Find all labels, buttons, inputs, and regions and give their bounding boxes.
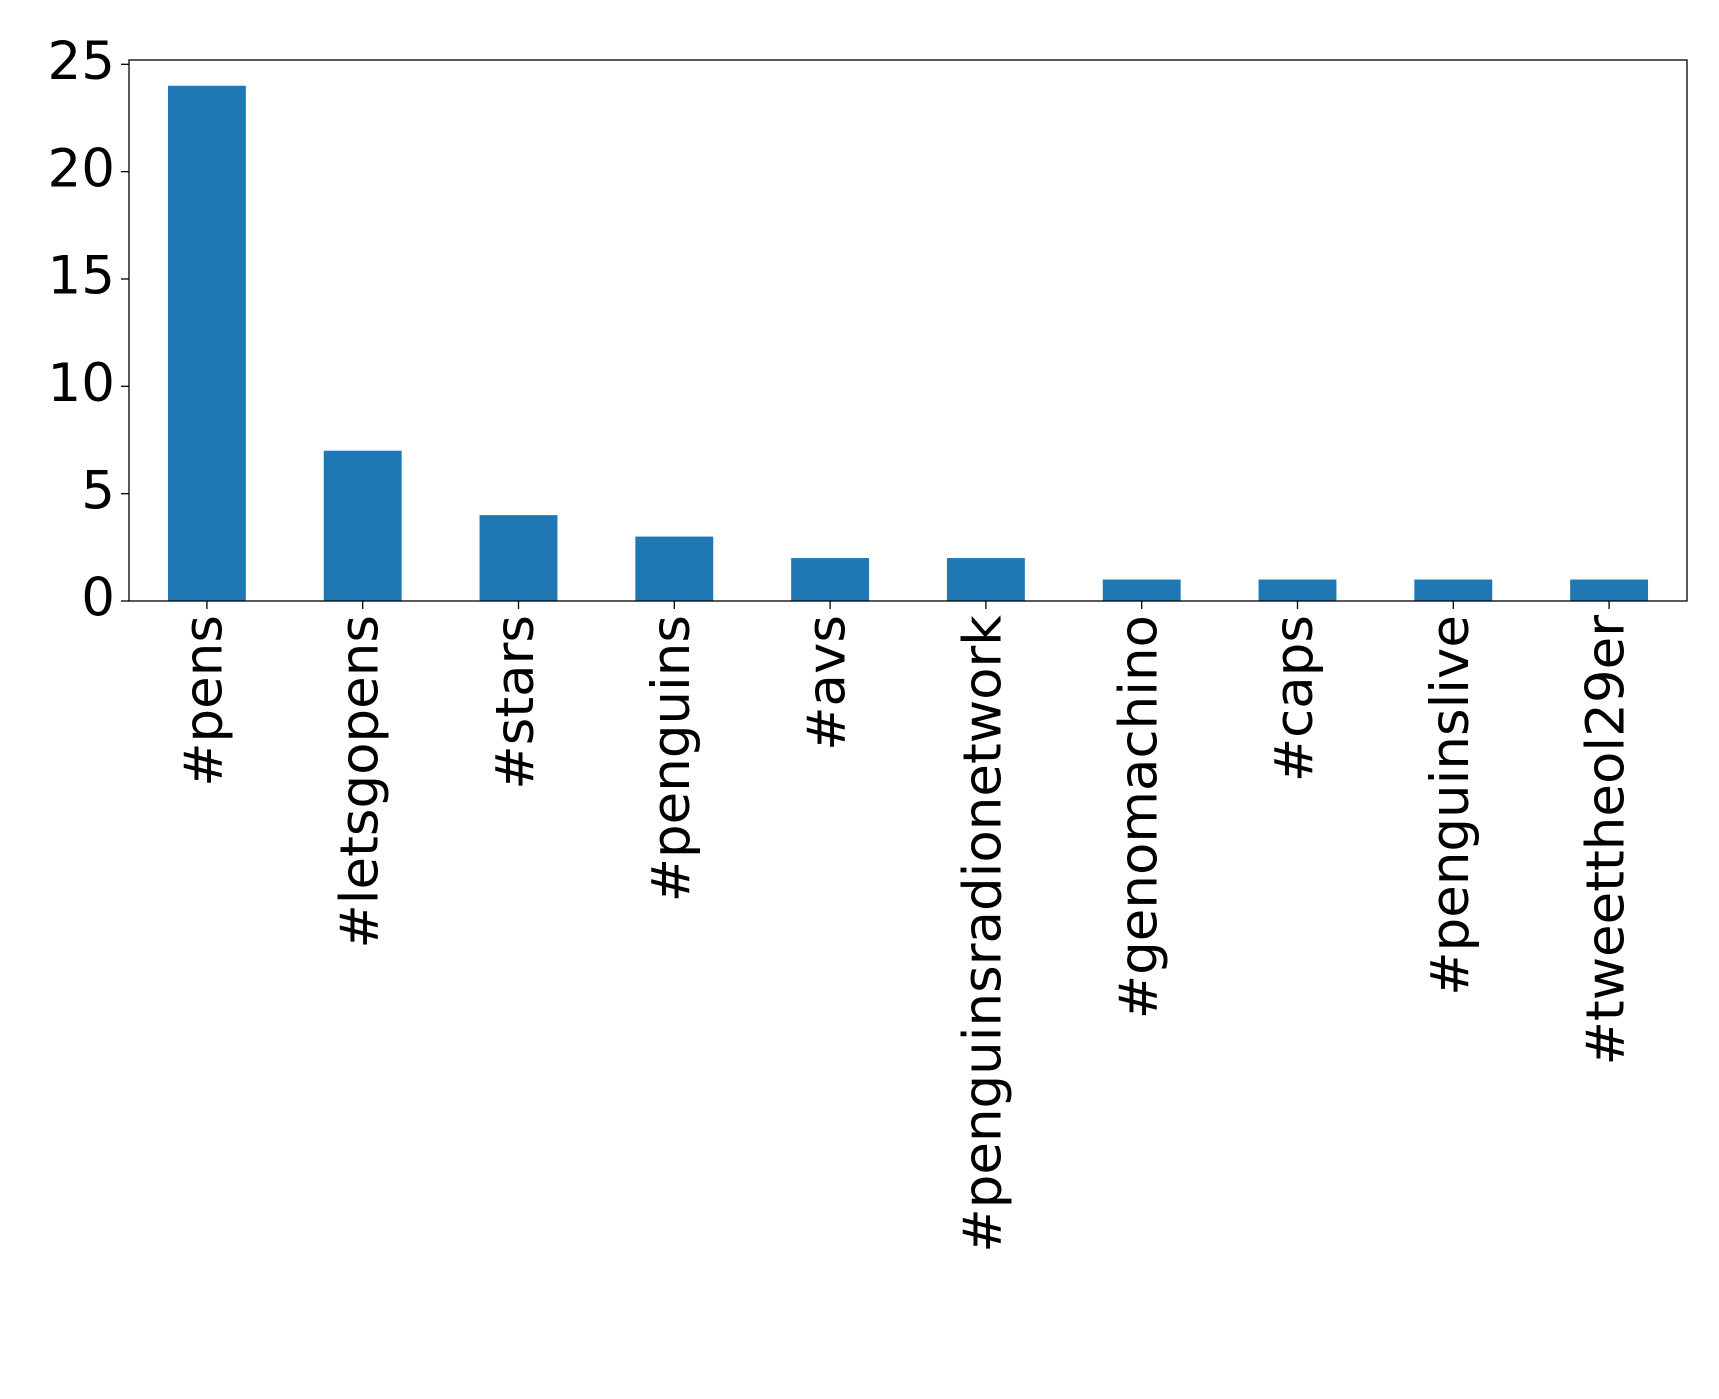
bar bbox=[323, 450, 402, 601]
x-tick-label: #genomachino bbox=[1108, 615, 1169, 1019]
x-tick-label: #caps bbox=[1264, 615, 1325, 782]
bar bbox=[1258, 579, 1337, 601]
y-tick-label: 10 bbox=[48, 353, 115, 414]
x-tick-label: #letsgopens bbox=[329, 615, 390, 949]
x-tick-label: #penguins bbox=[641, 615, 702, 902]
bar bbox=[635, 536, 714, 601]
y-tick-label: 0 bbox=[81, 568, 115, 629]
bar bbox=[1102, 579, 1181, 601]
bar bbox=[791, 558, 870, 601]
bar bbox=[479, 515, 558, 601]
y-tick-label: 5 bbox=[81, 460, 115, 521]
x-tick-label: #tweettheol29er bbox=[1576, 615, 1637, 1066]
x-tick-label: #penguinslive bbox=[1420, 615, 1481, 996]
x-tick-label: #pens bbox=[174, 615, 235, 787]
bar bbox=[1414, 579, 1493, 601]
bar bbox=[946, 558, 1025, 601]
plot-frame bbox=[128, 59, 1688, 602]
y-tick-label: 25 bbox=[48, 31, 115, 92]
x-tick-label: #stars bbox=[485, 615, 546, 790]
y-tick-label: 20 bbox=[48, 138, 115, 199]
x-tick-label: #penguinsradionetwork bbox=[953, 615, 1014, 1253]
x-tick-label: #avs bbox=[797, 615, 858, 751]
bar bbox=[1570, 579, 1649, 601]
bar bbox=[167, 85, 246, 601]
y-tick-label: 15 bbox=[48, 246, 115, 307]
